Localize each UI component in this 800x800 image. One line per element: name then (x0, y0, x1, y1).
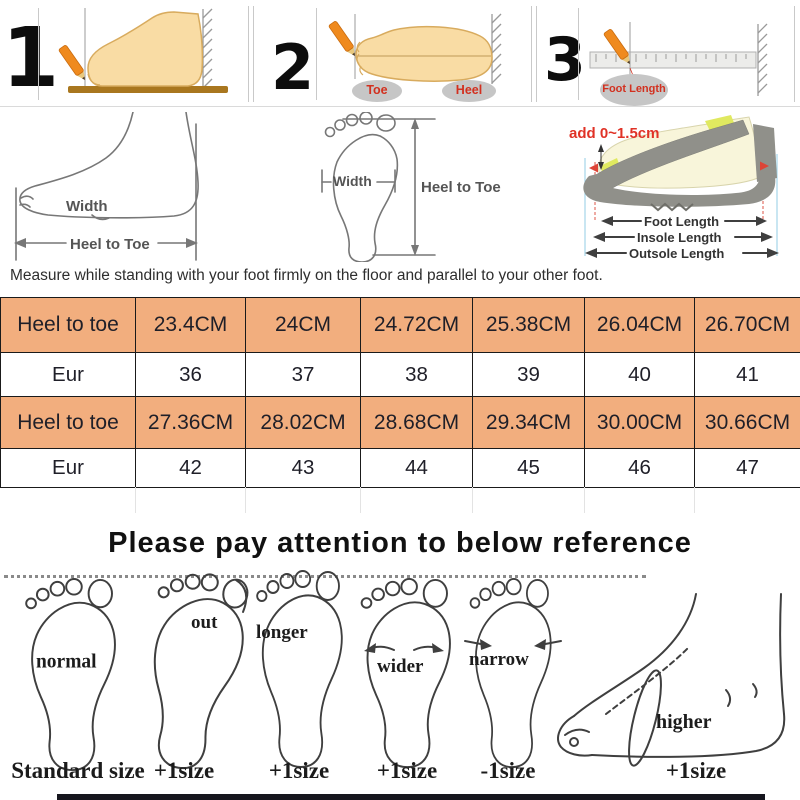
reference-title: Please pay attention to below reference (108, 527, 692, 559)
step-3-illustration (589, 22, 768, 96)
foot-narrow: narrow (464, 578, 562, 769)
table-row-label: Eur (1, 353, 136, 397)
table-cell: 30.66CM (695, 397, 800, 449)
shoe-insole-length-label: Insole Length (637, 230, 722, 245)
shoe-outsole-length-label: Outsole Length (629, 246, 724, 261)
table-cell: 29.34CM (473, 397, 585, 449)
table-cell: 26.04CM (585, 298, 695, 353)
foot-wider-label: wider (377, 656, 424, 677)
divider (245, 487, 246, 513)
size-advice-higher: +1size (665, 758, 727, 783)
table-cell: 36 (136, 353, 246, 397)
heel-label: Heel (442, 80, 496, 102)
table-cell: 28.02CM (246, 397, 361, 449)
foot-higher: higher (557, 593, 786, 767)
divider (794, 6, 795, 102)
heel-label-text: Heel (455, 83, 483, 98)
add-note-label: add 0~1.5cm (569, 125, 659, 142)
reference-dotted-line (4, 575, 646, 578)
table-row-label: Heel to toe (1, 397, 136, 449)
divider (578, 8, 579, 100)
step-2-number: 2 (271, 31, 315, 104)
footprint-width-label: Width (333, 173, 372, 189)
step-1-number: 1 (2, 11, 60, 106)
foot-normal: normal (25, 578, 116, 772)
foot-longer: longer (256, 570, 343, 769)
foot-out: out (153, 573, 249, 770)
table-cell: 26.70CM (695, 298, 800, 353)
table-cell: 39 (473, 353, 585, 397)
foot-higher-label: higher (656, 711, 712, 733)
size-table: Heel to toe 23.4CM 24CM 24.72CM 25.38CM … (0, 297, 800, 488)
size-advice-wider: +1size (376, 758, 438, 783)
size-advice-normal: Standard size (11, 758, 145, 783)
footprint-diagram: Width Heel to Toe (321, 112, 501, 262)
step-2-illustration (328, 13, 502, 84)
divider (584, 487, 585, 513)
divider (536, 6, 537, 102)
step-1-illustration (58, 8, 228, 93)
size-advice-longer: +1size (268, 758, 330, 783)
divider (316, 8, 317, 100)
table-cell: 45 (473, 449, 585, 488)
foot-wider: wider (360, 578, 451, 769)
toe-label: Toe (352, 80, 402, 102)
foot-normal-label: normal (36, 652, 97, 673)
divider (248, 6, 249, 102)
table-cell: 38 (361, 353, 473, 397)
table-cell: 41 (695, 353, 800, 397)
table-cell: 24.72CM (361, 298, 473, 353)
foot-narrow-label: narrow (469, 649, 529, 670)
bottom-bar (57, 794, 765, 800)
foot-length-label: Foot Length (600, 74, 668, 106)
table-cell: 40 (585, 353, 695, 397)
table-cell: 28.68CM (361, 397, 473, 449)
table-cell: 42 (136, 449, 246, 488)
table-row-label: Heel to toe (1, 298, 136, 353)
table-cell: 44 (361, 449, 473, 488)
table-cell: 27.36CM (136, 397, 246, 449)
side-heel-to-toe-label: Heel to Toe (70, 236, 150, 253)
size-advice-narrow: -1size (480, 758, 536, 783)
steps-strip: 1 2 3 (0, 0, 800, 107)
foot-out-label: out (191, 612, 218, 633)
foot-longer-label: longer (256, 622, 308, 643)
divider (38, 8, 39, 100)
table-cell: 46 (585, 449, 695, 488)
table-cell: 23.4CM (136, 298, 246, 353)
toe-label-text: Toe (366, 83, 388, 98)
size-advice-out: +1size (153, 758, 215, 783)
divider (0, 106, 800, 107)
side-foot-diagram: Width Heel to Toe (14, 112, 199, 261)
divider (135, 487, 136, 513)
table-cell: 37 (246, 353, 361, 397)
divider (694, 487, 695, 513)
shoe-foot-length-label: Foot Length (644, 214, 719, 229)
table-cell: 30.00CM (585, 397, 695, 449)
divider (472, 487, 473, 513)
table-row-label: Eur (1, 449, 136, 488)
table-cell: 24CM (246, 298, 361, 353)
shoe-diagram: add 0~1.5cm Foot Length Insole Length Ou… (569, 115, 779, 261)
divider (531, 6, 532, 102)
measure-instruction: Measure while standing with your foot fi… (10, 267, 603, 284)
table-cell: 47 (695, 449, 800, 488)
step-3-number: 3 (544, 25, 586, 95)
divider (253, 6, 254, 102)
foot-length-label-text: Foot Length (602, 83, 666, 96)
table-cell: 25.38CM (473, 298, 585, 353)
side-width-label: Width (66, 198, 108, 215)
table-cell: 43 (246, 449, 361, 488)
footprint-heel-to-toe-label: Heel to Toe (421, 179, 501, 196)
divider (360, 487, 361, 513)
